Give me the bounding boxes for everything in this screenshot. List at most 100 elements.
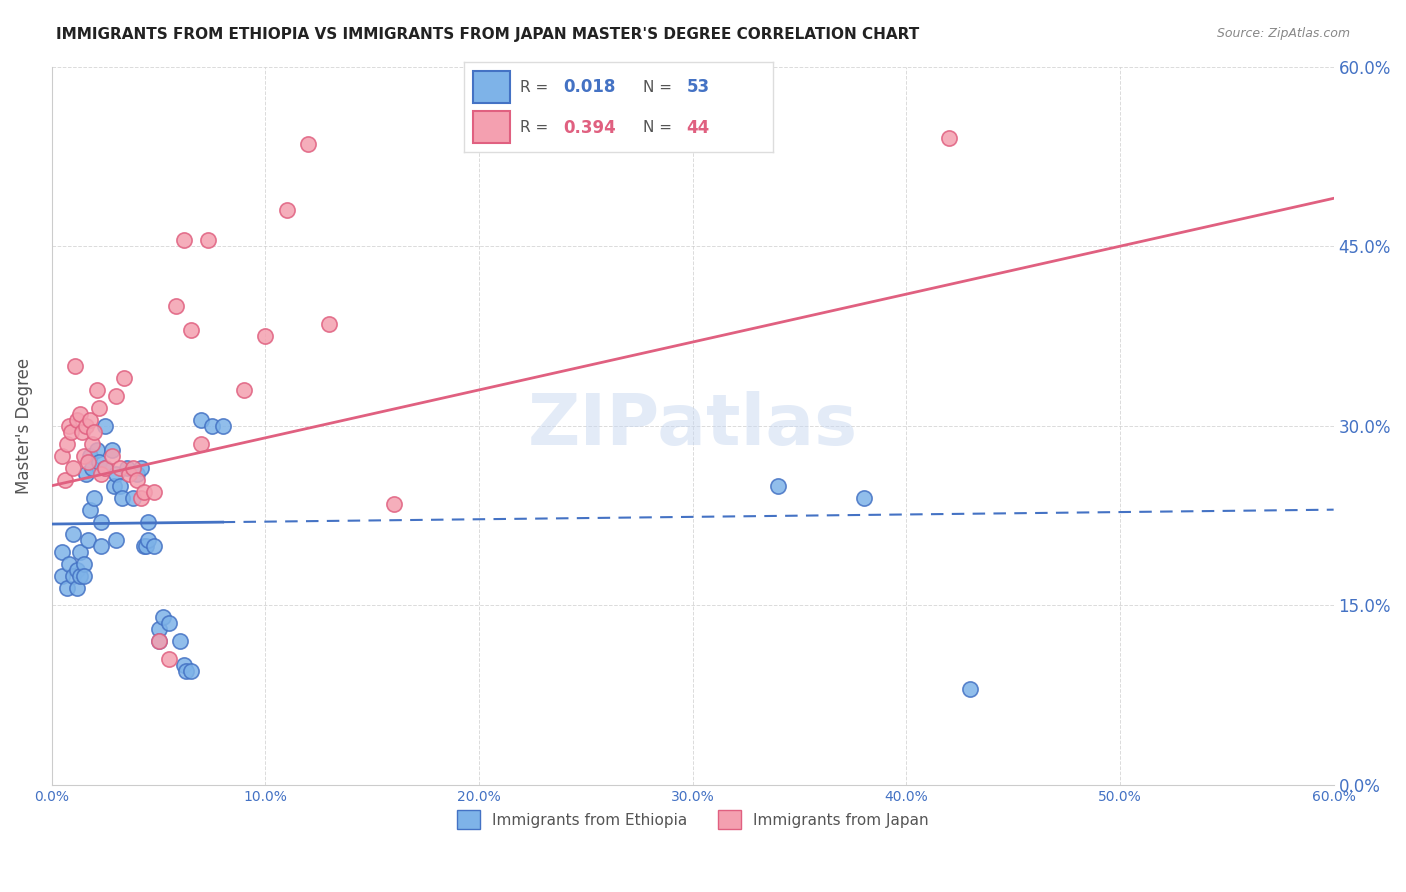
Text: 0.394: 0.394: [562, 119, 616, 136]
Point: [59, 425, 82, 439]
Point: [136, 533, 159, 547]
Point: [79, 413, 101, 427]
Point: [55, 581, 77, 595]
Point: [122, 460, 145, 475]
Point: [152, 610, 174, 624]
Point: [132, 484, 155, 499]
Point: [82, 437, 104, 451]
Text: 0.018: 0.018: [562, 78, 616, 96]
Point: [276, 203, 298, 218]
Point: [83, 491, 105, 505]
Point: [959, 682, 981, 697]
Point: [180, 323, 202, 337]
Point: [55, 437, 77, 451]
Point: [83, 425, 105, 439]
Point: [69, 568, 91, 582]
Point: [66, 563, 89, 577]
Point: [103, 479, 125, 493]
Point: [297, 137, 319, 152]
Point: [62, 568, 84, 582]
Point: [132, 539, 155, 553]
Point: [94, 460, 117, 475]
Text: R =: R =: [520, 120, 553, 135]
Point: [122, 491, 145, 505]
Point: [70, 425, 93, 439]
Point: [58, 557, 80, 571]
Point: [197, 233, 219, 247]
Point: [108, 460, 131, 475]
Point: [66, 581, 89, 595]
Text: N =: N =: [644, 80, 678, 95]
Legend: Immigrants from Ethiopia, Immigrants from Japan: Immigrants from Ethiopia, Immigrants fro…: [451, 804, 935, 835]
Point: [157, 652, 180, 666]
Point: [173, 658, 195, 673]
Point: [62, 460, 84, 475]
Point: [79, 502, 101, 516]
Point: [90, 515, 112, 529]
Point: [108, 479, 131, 493]
Point: [131, 460, 153, 475]
Point: [143, 539, 166, 553]
Point: [86, 442, 108, 457]
Point: [127, 467, 149, 481]
Y-axis label: Master's Degree: Master's Degree: [15, 358, 32, 494]
Text: 53: 53: [686, 78, 710, 96]
Point: [53, 473, 76, 487]
Point: [938, 131, 960, 145]
Point: [852, 491, 875, 505]
FancyBboxPatch shape: [474, 112, 510, 143]
Point: [143, 484, 166, 499]
Point: [73, 557, 96, 571]
Point: [131, 491, 153, 505]
Point: [382, 497, 405, 511]
Point: [157, 616, 180, 631]
Text: Source: ZipAtlas.com: Source: ZipAtlas.com: [1216, 27, 1350, 40]
Point: [90, 539, 112, 553]
Text: N =: N =: [644, 120, 678, 135]
Point: [148, 634, 170, 648]
Point: [254, 329, 277, 343]
Point: [94, 418, 117, 433]
Point: [77, 455, 100, 469]
Point: [90, 467, 112, 481]
Point: [51, 544, 73, 558]
Point: [148, 623, 170, 637]
Point: [69, 407, 91, 421]
Text: ZIPatlas: ZIPatlas: [527, 392, 858, 460]
Point: [94, 460, 117, 475]
Point: [169, 634, 191, 648]
Point: [173, 233, 195, 247]
Point: [87, 455, 110, 469]
Point: [75, 467, 97, 481]
Point: [73, 449, 96, 463]
Point: [62, 526, 84, 541]
Point: [104, 533, 127, 547]
Point: [211, 418, 233, 433]
Point: [112, 371, 135, 385]
Point: [118, 467, 141, 481]
Point: [148, 634, 170, 648]
Point: [58, 418, 80, 433]
Point: [233, 383, 256, 397]
Text: 44: 44: [686, 119, 710, 136]
Point: [165, 299, 187, 313]
Point: [100, 449, 122, 463]
Point: [51, 449, 73, 463]
Point: [318, 317, 340, 331]
Point: [190, 413, 212, 427]
Point: [135, 539, 157, 553]
Point: [87, 401, 110, 415]
Point: [51, 568, 73, 582]
Text: IMMIGRANTS FROM ETHIOPIA VS IMMIGRANTS FROM JAPAN MASTER'S DEGREE CORRELATION CH: IMMIGRANTS FROM ETHIOPIA VS IMMIGRANTS F…: [56, 27, 920, 42]
Text: R =: R =: [520, 80, 553, 95]
Point: [66, 413, 89, 427]
Point: [127, 473, 149, 487]
Point: [201, 418, 224, 433]
FancyBboxPatch shape: [474, 71, 510, 103]
Point: [79, 449, 101, 463]
Point: [104, 467, 127, 481]
Point: [69, 544, 91, 558]
Point: [766, 479, 789, 493]
Point: [82, 460, 104, 475]
Point: [176, 665, 198, 679]
